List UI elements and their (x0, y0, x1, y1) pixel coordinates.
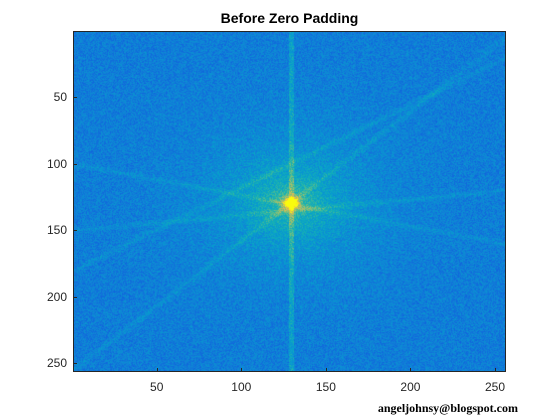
y-tick-label: 150 (46, 223, 67, 238)
y-tick-mark (73, 163, 77, 165)
chart-title: Before Zero Padding (220, 10, 359, 26)
x-tick-label: 150 (315, 380, 336, 394)
y-tick-mark (73, 96, 77, 98)
x-tick-mark (241, 368, 243, 372)
heatmap-plot (73, 31, 506, 372)
x-tick-mark (410, 368, 412, 372)
y-tick-label: 50 (53, 89, 67, 104)
y-tick-mark (73, 230, 77, 232)
x-tick-mark (495, 368, 496, 372)
x-tick-label: 100 (231, 380, 252, 394)
x-tick-label: 50 (150, 380, 164, 394)
heatmap-canvas (74, 32, 505, 371)
y-tick-mark (73, 363, 77, 365)
y-tick-label: 200 (46, 289, 67, 304)
x-tick-label: 200 (400, 380, 421, 394)
y-tick-mark (73, 296, 77, 298)
watermark: angeljohnsy@blogspot.com (377, 401, 518, 415)
x-tick-mark (156, 368, 158, 372)
y-tick-label: 100 (46, 156, 67, 171)
x-tick-mark (325, 368, 327, 372)
y-tick-label: 250 (46, 356, 67, 371)
x-tick-label: 250 (484, 380, 506, 394)
